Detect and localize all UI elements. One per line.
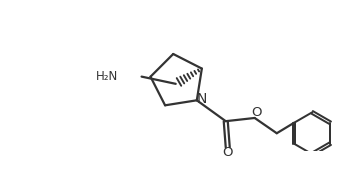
Text: O: O — [223, 147, 233, 159]
Text: O: O — [251, 106, 261, 119]
Text: N: N — [197, 92, 207, 106]
Text: H₂N: H₂N — [96, 70, 118, 83]
